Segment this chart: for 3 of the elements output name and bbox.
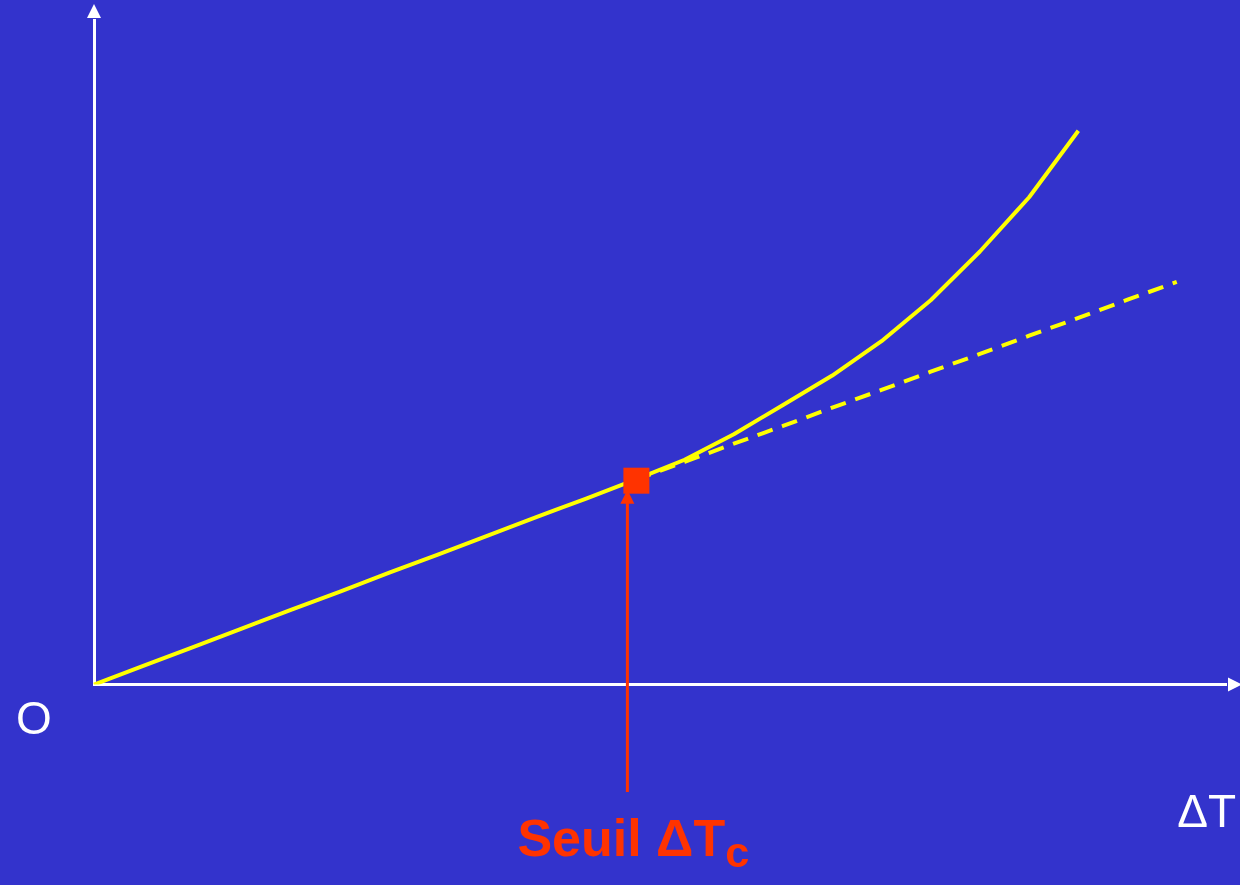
- text: Seuil ΔT$_{c}$: [517, 809, 750, 877]
- text: O: [16, 691, 52, 744]
- x-axis-title: ΔT: [1177, 785, 1236, 837]
